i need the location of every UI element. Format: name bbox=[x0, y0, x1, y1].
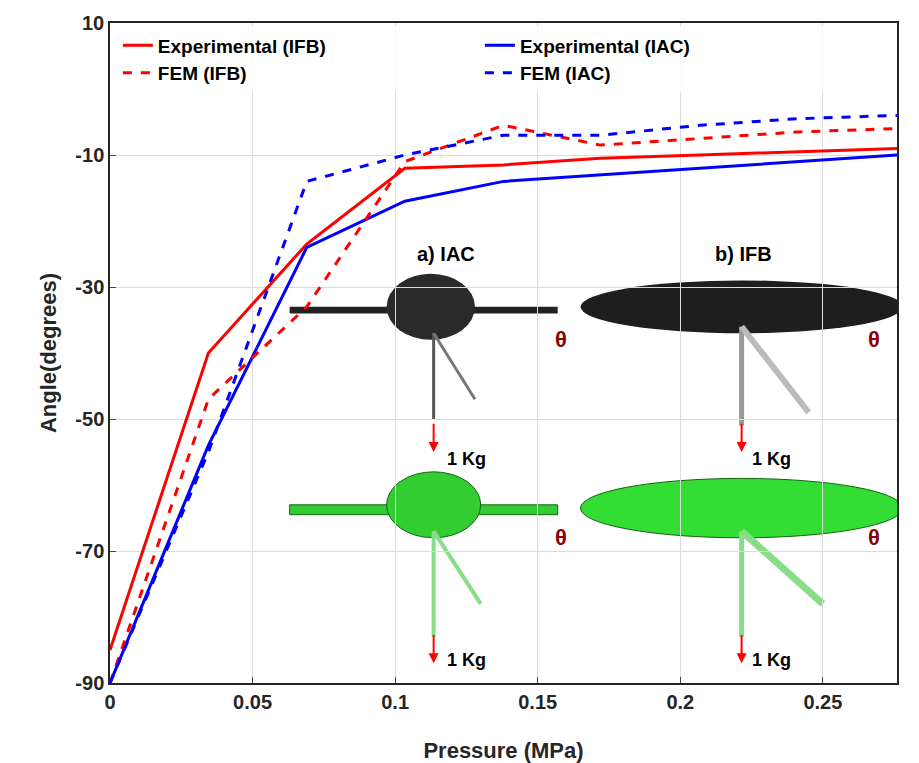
svg-text:0.1: 0.1 bbox=[381, 691, 409, 713]
svg-text:-70: -70 bbox=[75, 540, 104, 562]
svg-text:0.15: 0.15 bbox=[518, 691, 557, 713]
svg-text:Angle(degrees): Angle(degrees) bbox=[36, 273, 61, 433]
svg-text:-90: -90 bbox=[75, 672, 104, 694]
svg-text:-50: -50 bbox=[75, 408, 104, 430]
svg-text:0.05: 0.05 bbox=[233, 691, 272, 713]
svg-text:0.2: 0.2 bbox=[666, 691, 694, 713]
svg-text:θ: θ bbox=[555, 525, 567, 550]
svg-text:a) IAC: a) IAC bbox=[417, 243, 475, 265]
svg-text:FEM (IAC): FEM (IAC) bbox=[520, 63, 611, 84]
svg-text:θ: θ bbox=[868, 525, 880, 550]
svg-text:b) IFB: b) IFB bbox=[715, 243, 772, 265]
svg-text:1 Kg: 1 Kg bbox=[752, 449, 791, 469]
svg-text:1 Kg: 1 Kg bbox=[752, 650, 791, 670]
svg-text:1 Kg: 1 Kg bbox=[447, 650, 486, 670]
svg-text:1 Kg: 1 Kg bbox=[447, 449, 486, 469]
svg-text:-10: -10 bbox=[75, 144, 104, 166]
svg-text:Pressure (MPa): Pressure (MPa) bbox=[423, 738, 583, 763]
svg-text:10: 10 bbox=[82, 12, 104, 34]
svg-text:0.25: 0.25 bbox=[803, 691, 842, 713]
svg-text:0: 0 bbox=[104, 691, 115, 713]
svg-text:θ: θ bbox=[555, 327, 567, 352]
svg-text:Experimental (IAC): Experimental (IAC) bbox=[520, 36, 690, 57]
svg-text:θ: θ bbox=[868, 327, 880, 352]
svg-text:FEM (IFB): FEM (IFB) bbox=[158, 63, 247, 84]
svg-text:Experimental (IFB): Experimental (IFB) bbox=[158, 36, 326, 57]
svg-text:-30: -30 bbox=[75, 276, 104, 298]
